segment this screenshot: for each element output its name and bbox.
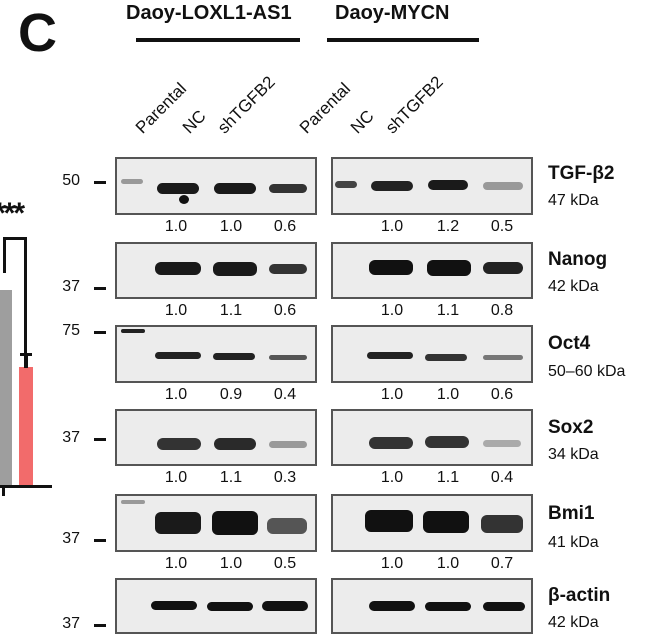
quant-value: 0.4 [273,386,297,403]
mw-marker: 37 [62,429,80,446]
lane-label: shTGFB2 [213,72,279,138]
blot-oct4-right [331,325,533,383]
mw-tick [94,287,106,290]
quant-value: 1.0 [164,218,188,235]
quant-value: 0.8 [490,302,514,319]
sig-bracket-top [3,237,27,240]
protein-kda: 47 kDa [548,192,599,209]
lane-label: Parental [131,79,191,138]
quant-value: 0.6 [490,386,514,403]
sig-bracket-right [24,237,27,367]
quant-value: 0.7 [490,555,514,572]
quant-value: 0.9 [219,386,243,403]
quant-value: 1.0 [380,555,404,572]
blot-sox2-right [331,409,533,466]
quant-value: 1.1 [436,469,460,486]
protein-name: Sox2 [548,417,594,438]
quant-value: 1.1 [436,302,460,319]
quant-value: 1.0 [164,555,188,572]
quant-value: 0.6 [273,302,297,319]
group-bar-mycn [327,38,479,42]
blot-tgfb2-left [115,157,317,215]
quant-value: 0.4 [490,469,514,486]
mw-marker: 75 [62,322,80,339]
blot-sox2-left [115,409,317,466]
lane-label: shTGFB2 [381,72,447,138]
group-title-mycn: Daoy-MYCN [335,2,450,24]
quant-value: 1.0 [219,218,243,235]
panel-letter: C [18,3,57,63]
protein-kda: 50–60 kDa [548,363,626,380]
protein-name: Bmi1 [548,503,595,524]
blot-nanog-left [115,242,317,299]
group-bar-loxl1 [136,38,300,42]
quant-value: 1.0 [380,218,404,235]
mw-tick [94,438,106,441]
protein-kda: 41 kDa [548,534,599,551]
lane-label: Parental [295,79,355,138]
protein-name: β-actin [548,585,611,606]
blot-oct4-left [115,325,317,383]
quant-value: 1.0 [380,469,404,486]
protein-name: Oct4 [548,333,591,354]
quant-value: 1.0 [436,386,460,403]
mw-marker: 50 [62,172,80,189]
protein-kda: 34 kDa [548,446,599,463]
mw-marker: 37 [62,615,80,632]
quant-value: 0.3 [273,469,297,486]
blot-bactin-left [115,578,317,634]
quant-value: 0.5 [490,218,514,235]
quant-value: 1.0 [380,302,404,319]
significance-stars: *** [0,197,25,230]
quant-value: 0.5 [273,555,297,572]
lane-label: NC [346,106,378,138]
mw-tick [94,624,106,627]
mw-marker: 37 [62,530,80,547]
bar-gray [0,290,12,488]
protein-name: Nanog [548,249,608,270]
quant-value: 1.1 [219,302,243,319]
blot-nanog-right [331,242,533,299]
quant-value: 1.0 [164,302,188,319]
quant-value: 0.6 [273,218,297,235]
sig-bracket-left [3,237,6,273]
blot-bmi1-left [115,494,317,552]
protein-kda: 42 kDa [548,278,599,295]
quant-value: 1.2 [436,218,460,235]
quant-value: 1.1 [219,469,243,486]
mw-tick [94,181,106,184]
lane-label: NC [178,106,210,138]
x-axis [0,485,52,488]
quant-value: 1.0 [164,469,188,486]
mw-tick [94,331,106,334]
quant-value: 1.0 [219,555,243,572]
bar-red [19,367,33,488]
protein-name: TGF-β2 [548,163,615,184]
quant-value: 1.0 [436,555,460,572]
blot-bmi1-right [331,494,533,552]
mw-marker: 37 [62,278,80,295]
blot-bactin-right [331,578,533,634]
mw-tick [94,539,106,542]
group-title-loxl1: Daoy-LOXL1-AS1 [126,2,292,24]
x-tick [2,488,5,496]
protein-kda: 42 kDa [548,614,599,631]
quant-value: 1.0 [164,386,188,403]
blot-tgfb2-right [331,157,533,215]
quant-value: 1.0 [380,386,404,403]
